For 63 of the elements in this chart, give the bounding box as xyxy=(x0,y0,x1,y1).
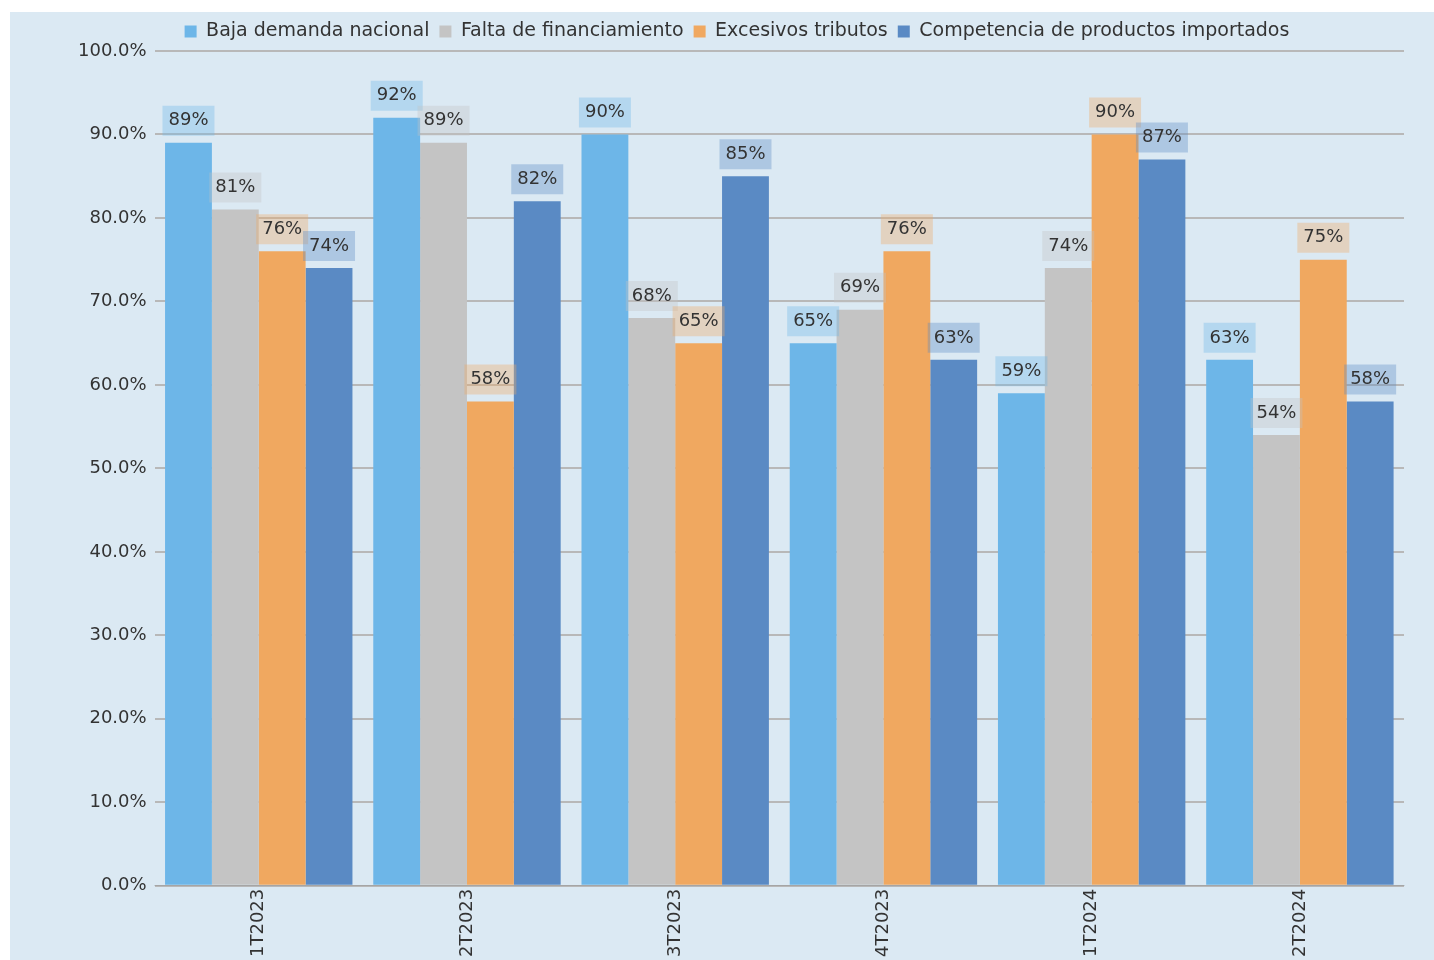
bar xyxy=(1346,401,1394,885)
data-label: 76% xyxy=(886,217,927,239)
x-tick-label: 2T2023 xyxy=(454,888,476,958)
data-label: 85% xyxy=(725,141,766,163)
y-tick-label: 0.0% xyxy=(100,873,147,895)
data-label: 74% xyxy=(309,233,350,255)
data-label: 89% xyxy=(168,108,209,130)
data-label: 69% xyxy=(840,275,881,297)
x-tick-label: 1T2024 xyxy=(1079,888,1101,958)
bar xyxy=(930,359,978,885)
bar xyxy=(1138,159,1186,885)
data-label: 63% xyxy=(933,325,974,347)
data-label: 65% xyxy=(793,308,834,330)
x-tick-label: 2T2024 xyxy=(1287,888,1309,958)
data-label: 75% xyxy=(1303,225,1344,247)
y-tick-label: 50.0% xyxy=(89,456,147,478)
data-label: 90% xyxy=(1095,100,1136,122)
bar xyxy=(1091,134,1139,885)
bar xyxy=(305,268,353,885)
y-tick-label: 10.0% xyxy=(89,789,147,811)
data-label: 63% xyxy=(1209,325,1250,347)
data-label: 58% xyxy=(470,367,511,389)
data-label: 68% xyxy=(631,283,672,305)
data-label: 90% xyxy=(584,100,625,122)
bar xyxy=(1299,259,1347,885)
data-label: 54% xyxy=(1256,400,1297,422)
bar xyxy=(883,251,931,885)
data-label: 58% xyxy=(1350,367,1391,389)
y-tick-label: 20.0% xyxy=(89,706,147,728)
data-label: 81% xyxy=(215,175,256,197)
bar xyxy=(997,393,1045,885)
y-tick-label: 60.0% xyxy=(89,372,147,394)
bar xyxy=(1206,359,1254,885)
legend-label: Excesivos tributos xyxy=(715,18,888,41)
bar xyxy=(258,251,306,885)
bar xyxy=(466,401,514,885)
legend-label: Competencia de productos importados xyxy=(919,18,1290,41)
legend-label: Falta de financiamiento xyxy=(460,18,684,41)
bar xyxy=(789,343,837,885)
y-tick-label: 70.0% xyxy=(89,289,147,311)
x-tick-label: 3T2023 xyxy=(662,888,684,958)
data-label: 89% xyxy=(423,108,464,130)
x-tick-label: 1T2023 xyxy=(246,888,268,958)
bar xyxy=(675,343,723,885)
bar xyxy=(165,142,212,885)
y-tick-label: 100.0% xyxy=(77,38,147,60)
data-label: 65% xyxy=(678,308,719,330)
bar xyxy=(373,117,421,885)
data-label: 87% xyxy=(1141,125,1182,147)
data-label: 82% xyxy=(517,166,558,188)
y-tick-label: 40.0% xyxy=(89,539,147,561)
bar xyxy=(722,176,769,885)
y-tick-label: 90.0% xyxy=(89,122,147,144)
x-tick-label: 4T2023 xyxy=(871,888,893,958)
data-label: 74% xyxy=(1048,233,1089,255)
bar xyxy=(581,134,629,885)
data-label: 92% xyxy=(376,83,417,105)
y-tick-label: 80.0% xyxy=(89,205,147,227)
legend-label: Baja demanda nacional xyxy=(206,18,430,41)
data-label: 76% xyxy=(262,217,303,239)
data-label: 59% xyxy=(1001,358,1042,380)
bar xyxy=(513,201,561,885)
y-tick-label: 30.0% xyxy=(89,622,147,644)
